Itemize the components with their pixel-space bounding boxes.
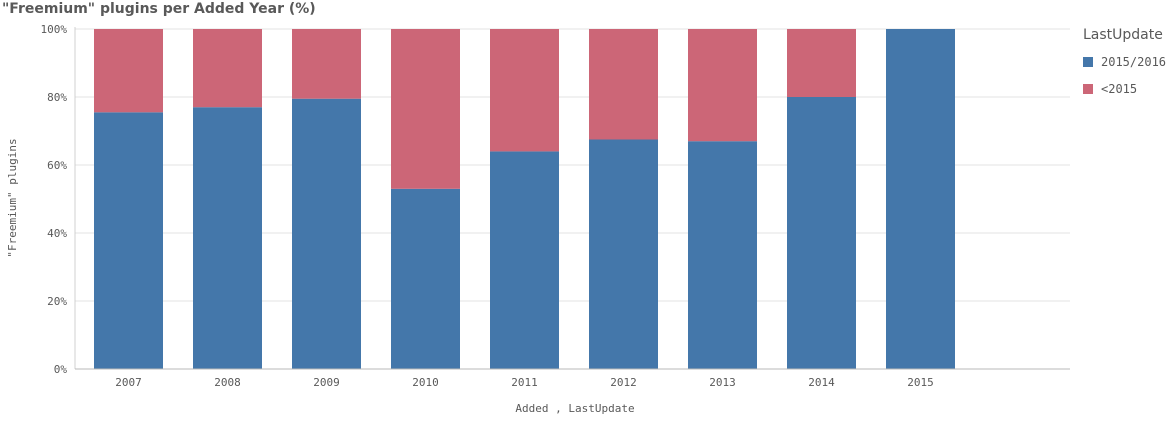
legend-swatch-2015-2016 bbox=[1083, 57, 1093, 67]
x-tick-label: 2009 bbox=[313, 376, 340, 389]
y-axis-label: "Freemium" plugins bbox=[6, 138, 19, 257]
chart-title: "Freemium" plugins per Added Year (%) bbox=[2, 1, 316, 17]
x-tick-label: 2013 bbox=[709, 376, 736, 389]
x-tick-label: 2011 bbox=[511, 376, 538, 389]
bar-2011-series-0 bbox=[490, 151, 559, 369]
bar-2015-series-0 bbox=[886, 29, 955, 369]
bar-2009-series-0 bbox=[292, 98, 361, 369]
bar-2011-series-1 bbox=[490, 29, 559, 152]
legend-item-2015-2016[interactable]: 2015/2016 bbox=[1083, 54, 1166, 70]
y-tick-label: 20% bbox=[47, 295, 67, 308]
bar-2014-series-1 bbox=[787, 29, 856, 97]
y-tick-label: 40% bbox=[47, 227, 67, 240]
x-tick-label: 2010 bbox=[412, 376, 439, 389]
legend-label-2015-2016: 2015/2016 bbox=[1101, 55, 1167, 69]
bar-2013-series-1 bbox=[688, 29, 757, 142]
x-tick-label: 2015 bbox=[907, 376, 934, 389]
bar-2008-series-1 bbox=[193, 29, 262, 108]
x-tick-label: 2007 bbox=[115, 376, 142, 389]
bar-2007-series-0 bbox=[94, 112, 163, 370]
bar-2007-series-1 bbox=[94, 29, 163, 113]
legend-title: LastUpdate bbox=[1083, 27, 1163, 43]
bar-2012-series-0 bbox=[589, 139, 658, 369]
bar-2013-series-0 bbox=[688, 141, 757, 369]
bar-2010-series-0 bbox=[391, 188, 460, 369]
bar-2008-series-0 bbox=[193, 107, 262, 369]
bar-2014-series-0 bbox=[787, 97, 856, 369]
legend-label-before-2015: <2015 bbox=[1101, 82, 1138, 96]
x-tick-label: 2012 bbox=[610, 376, 637, 389]
bar-2009-series-1 bbox=[292, 29, 361, 99]
legend-item-before-2015[interactable]: <2015 bbox=[1083, 81, 1166, 97]
legend-swatch-before-2015 bbox=[1083, 84, 1093, 94]
legend: LastUpdate 2015/2016 <2015 bbox=[1083, 27, 1166, 108]
bar-2010-series-1 bbox=[391, 29, 460, 189]
y-tick-label: 80% bbox=[47, 91, 67, 104]
bar-2012-series-1 bbox=[589, 29, 658, 140]
x-tick-label: 2014 bbox=[808, 376, 835, 389]
x-axis-label: Added , LastUpdate bbox=[515, 402, 634, 415]
x-tick-label: 2008 bbox=[214, 376, 241, 389]
y-tick-label: 60% bbox=[47, 159, 67, 172]
y-tick-label: 100% bbox=[41, 23, 68, 36]
y-tick-label: 0% bbox=[54, 363, 68, 376]
